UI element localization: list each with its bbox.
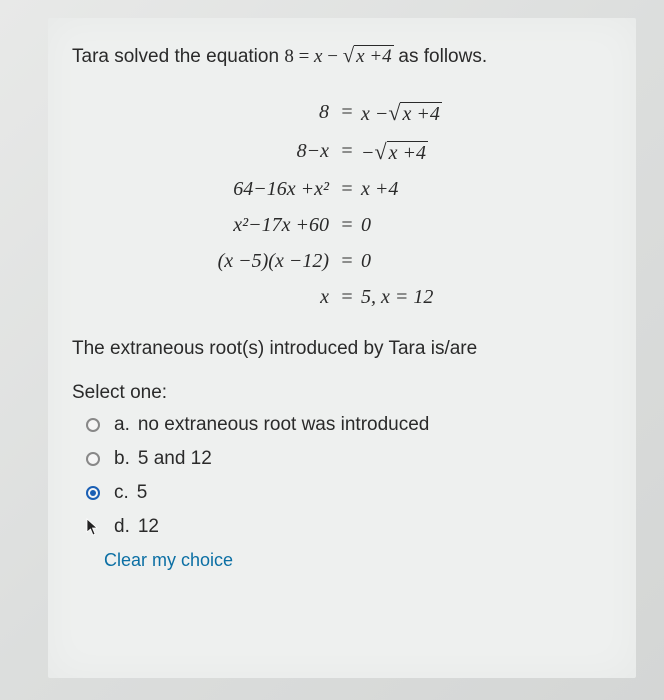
select-one-label: Select one: [72, 382, 612, 404]
clear-my-choice-link[interactable]: Clear my choice [104, 550, 612, 571]
sqrt-icon: √x +4 [343, 40, 394, 72]
work-left: x [177, 282, 337, 312]
work-row: 64−16x +x²=x +4 [177, 174, 507, 204]
work-right: 5, x = 12 [357, 282, 433, 312]
equals-sign: = [337, 282, 357, 312]
option-text: 5 and 12 [138, 448, 212, 470]
problem-statement: Tara solved the equation 8 = x − √x +4 a… [72, 40, 612, 72]
radio-button[interactable] [86, 486, 100, 500]
equals-sign: = [337, 136, 357, 166]
work-left: 8−x [177, 136, 337, 166]
work-left: 8 [177, 97, 337, 127]
problem-equation: 8 = x − √x +4 [284, 46, 398, 67]
problem-suffix: as follows. [398, 46, 487, 67]
option-row[interactable]: d. 12 [86, 516, 612, 538]
work-right: 0 [357, 210, 371, 240]
screen-frame: Tara solved the equation 8 = x − √x +4 a… [0, 0, 664, 700]
option-row[interactable]: c. 5 [86, 482, 612, 504]
sqrt-icon: √x +4 [388, 96, 441, 129]
cursor-icon [86, 518, 100, 536]
option-text: no extraneous root was introduced [138, 414, 430, 436]
work-right: −√x +4 [357, 135, 428, 168]
radio-button[interactable] [86, 418, 100, 432]
work-row: x=5, x = 12 [177, 282, 507, 312]
option-letter: a. [114, 414, 130, 436]
work-left: 64−16x +x² [177, 174, 337, 204]
work-row: 8−x=−√x +4 [177, 135, 507, 168]
option-letter: b. [114, 448, 130, 470]
question-card: Tara solved the equation 8 = x − √x +4 a… [48, 18, 636, 678]
equals-sign: = [337, 210, 357, 240]
work-right: x −√x +4 [357, 96, 442, 129]
work-row: (x −5)(x −12)=0 [177, 246, 507, 276]
option-text: 5 [137, 482, 148, 504]
work-row: x²−17x +60=0 [177, 210, 507, 240]
work-row: 8=x −√x +4 [177, 96, 507, 129]
question-prompt: The extraneous root(s) introduced by Tar… [72, 338, 612, 360]
equals-sign: = [337, 174, 357, 204]
option-text: 12 [138, 516, 159, 538]
work-right: x +4 [357, 174, 398, 204]
work-block: 8=x −√x +48−x=−√x +464−16x +x²=x +4x²−17… [177, 96, 507, 312]
work-left: x²−17x +60 [177, 210, 337, 240]
work-left: (x −5)(x −12) [177, 246, 337, 276]
sqrt-icon: √x +4 [375, 135, 428, 168]
option-letter: c. [114, 482, 129, 504]
option-letter: d. [114, 516, 130, 538]
options-group: a. no extraneous root was introduced b. 5 a… [86, 414, 612, 538]
problem-prefix: Tara solved the equation [72, 46, 284, 67]
option-row[interactable]: b. 5 and 12 [86, 448, 612, 470]
option-row[interactable]: a. no extraneous root was introduced [86, 414, 612, 436]
work-right: 0 [357, 246, 371, 276]
equals-sign: = [337, 246, 357, 276]
radio-button[interactable] [86, 452, 100, 466]
equals-sign: = [337, 97, 357, 127]
